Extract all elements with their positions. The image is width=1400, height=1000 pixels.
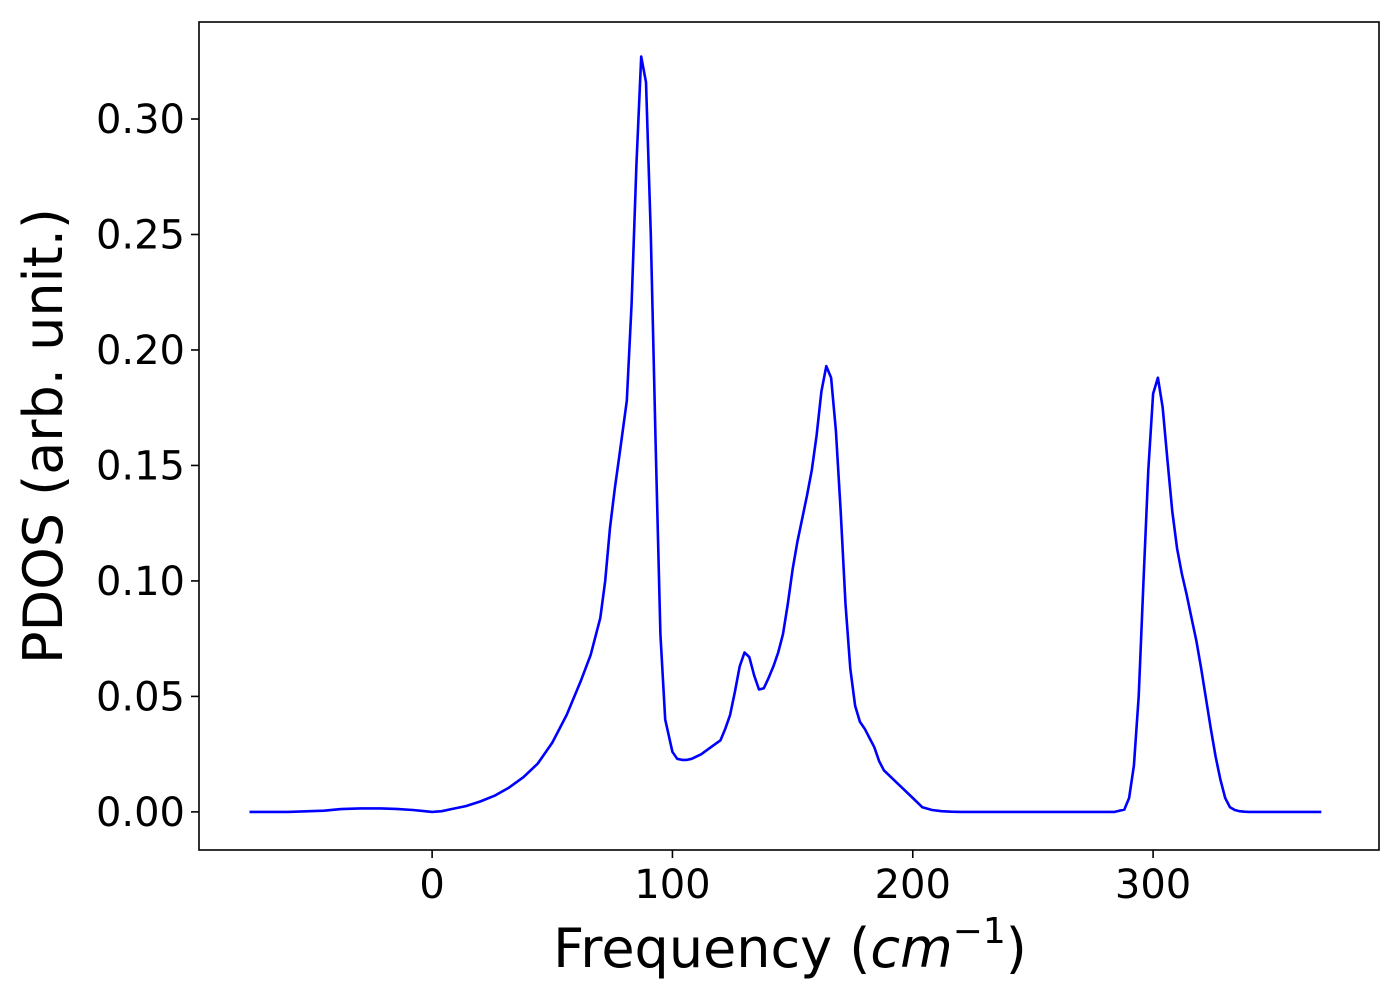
x-tick-label: 100 bbox=[634, 862, 710, 908]
y-axis-title: PDOS (arb. unit.) bbox=[12, 208, 75, 664]
x-tick-label: 300 bbox=[1115, 862, 1191, 908]
x-axis-title-unit: cm bbox=[870, 917, 952, 980]
x-axis-title-exponent: −1 bbox=[953, 911, 1006, 952]
plot-frame bbox=[198, 21, 1380, 851]
x-axis-title-text: Frequency ( bbox=[553, 917, 870, 980]
y-tick-label: 0.10 bbox=[96, 559, 185, 605]
plot-marks bbox=[249, 55, 1322, 814]
x-axis-title-close: ) bbox=[1006, 917, 1027, 980]
pdos-line bbox=[249, 55, 1322, 814]
y-axis-ticks: 0.00 0.05 0.10 0.15 0.20 0.25 0.30 bbox=[96, 97, 199, 836]
x-axis-ticks: 0 100 200 300 bbox=[419, 850, 1191, 908]
y-tick-label: 0.25 bbox=[96, 212, 185, 258]
y-tick-label: 0.15 bbox=[96, 443, 185, 489]
y-tick-label: 0.20 bbox=[96, 328, 185, 374]
y-tick-label: 0.30 bbox=[96, 97, 185, 143]
x-axis-title: Frequency (cm−1) bbox=[553, 911, 1027, 980]
y-tick-label: 0.00 bbox=[96, 790, 185, 836]
y-tick-label: 0.05 bbox=[96, 674, 185, 720]
x-tick-label: 200 bbox=[875, 862, 951, 908]
x-tick-label: 0 bbox=[419, 862, 444, 908]
